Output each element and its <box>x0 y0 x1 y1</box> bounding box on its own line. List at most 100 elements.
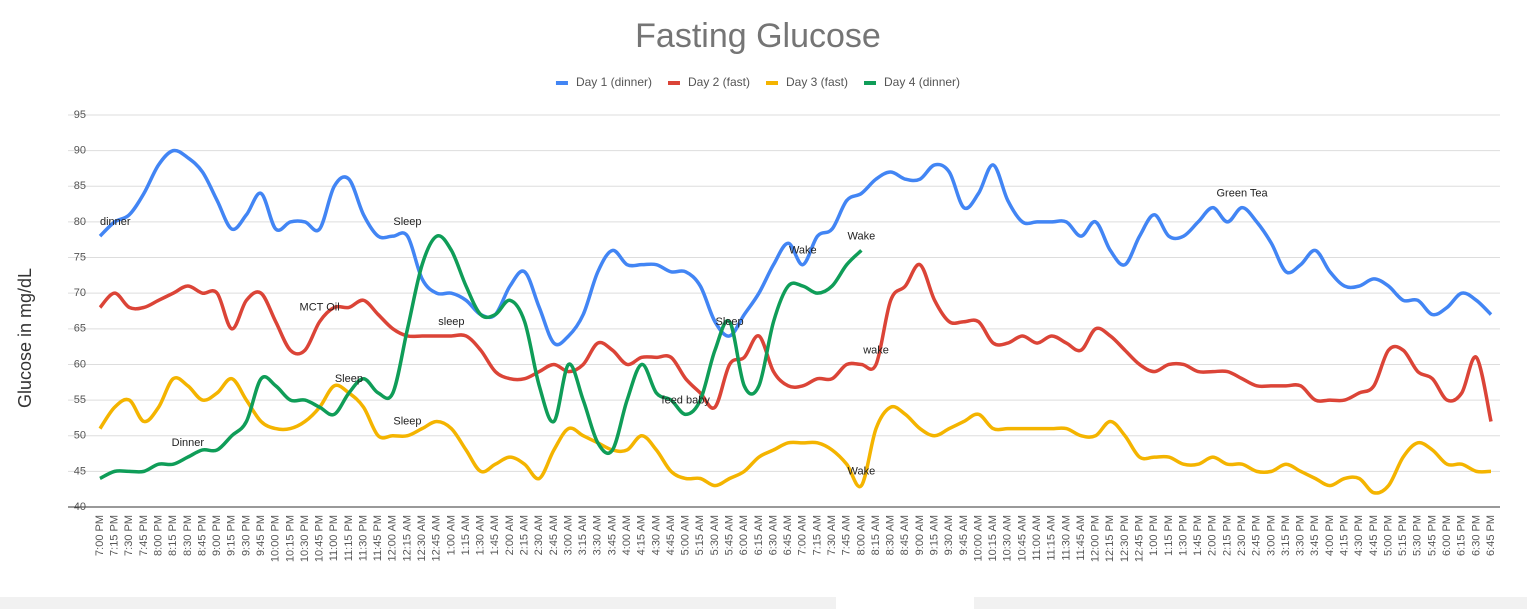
x-tick-label: 6:30 PM <box>1470 515 1482 556</box>
x-tick-label: 2:45 PM <box>1251 515 1263 556</box>
annotation: Dinner <box>172 437 205 449</box>
x-tick-label: 2:15 PM <box>1221 515 1233 556</box>
x-tick-label: 7:45 PM <box>138 515 150 556</box>
y-tick-label: 40 <box>74 501 86 513</box>
x-tick-label: 4:30 PM <box>1353 515 1365 556</box>
x-tick-label: 5:45 AM <box>724 515 736 555</box>
x-tick-label: 5:15 AM <box>694 515 706 555</box>
x-tick-label: 10:00 PM <box>270 515 282 562</box>
x-tick-label: 6:45 PM <box>1485 515 1497 556</box>
x-tick-label: 3:15 AM <box>577 515 589 555</box>
legend-label: Day 4 (dinner) <box>884 75 960 89</box>
x-tick-label: 12:45 AM <box>431 515 443 561</box>
x-tick-label: 12:30 PM <box>1119 515 1131 562</box>
annotation: sleep <box>438 316 464 328</box>
y-tick-label: 45 <box>74 465 86 477</box>
x-tick-label: 1:45 PM <box>1192 515 1204 556</box>
annotation: dinner <box>100 216 131 228</box>
x-tick-label: 11:30 PM <box>357 515 369 561</box>
x-tick-label: 3:00 PM <box>1265 515 1277 556</box>
x-tick-label: 7:00 PM <box>94 515 106 556</box>
x-tick-label: 4:15 PM <box>1338 515 1350 556</box>
x-tick-label: 3:45 AM <box>606 515 618 555</box>
x-tick-label: 10:15 PM <box>284 515 296 562</box>
annotation: Wake <box>789 245 817 257</box>
x-tick-label: 3:45 PM <box>1309 515 1321 556</box>
x-tick-label: 2:00 PM <box>1207 515 1219 556</box>
active-tab <box>836 597 974 609</box>
x-tick-label: 9:45 PM <box>255 515 267 556</box>
x-tick-label: 12:00 PM <box>1090 515 1102 562</box>
x-tick-label: 7:30 PM <box>123 515 135 556</box>
x-tick-label: 1:45 AM <box>489 515 501 555</box>
x-tick-label: 3:30 AM <box>592 515 604 555</box>
x-tick-label: 4:00 AM <box>621 515 633 555</box>
x-tick-label: 1:30 PM <box>1177 515 1189 556</box>
y-tick-label: 50 <box>74 430 86 442</box>
y-tick-label: 85 <box>74 180 86 192</box>
y-axis-label: Glucose in mg/dL <box>15 268 35 408</box>
x-tick-label: 7:15 PM <box>109 515 121 556</box>
y-tick-label: 55 <box>74 394 86 406</box>
x-tick-label: 8:00 PM <box>152 515 164 556</box>
chart-title: Fasting Glucose <box>635 17 881 55</box>
x-tick-label: 2:00 AM <box>504 515 516 555</box>
x-tick-label: 5:00 AM <box>680 515 692 555</box>
x-tick-label: 10:45 AM <box>1016 515 1028 561</box>
y-tick-label: 95 <box>74 109 86 121</box>
x-tick-label: 2:45 AM <box>548 515 560 555</box>
x-tick-label: 9:00 PM <box>211 515 223 556</box>
annotation: Wake <box>848 230 876 242</box>
x-tick-label: 8:15 AM <box>870 515 882 555</box>
x-tick-label: 1:30 AM <box>475 515 487 555</box>
x-tick-label: 4:30 AM <box>650 515 662 555</box>
x-tick-label: 11:15 PM <box>343 515 355 561</box>
x-tick-label: 1:15 AM <box>460 515 472 555</box>
x-tick-label: 8:45 AM <box>899 515 911 555</box>
x-tick-label: 6:00 AM <box>738 515 750 555</box>
y-tick-label: 65 <box>74 323 86 335</box>
annotation: Green Tea <box>1216 188 1268 200</box>
x-tick-label: 4:00 PM <box>1324 515 1336 556</box>
x-tick-label: 12:15 AM <box>401 515 413 561</box>
x-tick-label: 12:00 AM <box>387 515 399 561</box>
x-tick-label: 7:15 AM <box>811 515 823 555</box>
x-tick-label: 12:45 PM <box>1133 515 1145 562</box>
x-tick-label: 8:45 PM <box>196 515 208 556</box>
annotation: feed baby <box>662 394 711 406</box>
legend: Day 1 (dinner) Day 2 (fast) Day 3 (fast) Da… <box>555 75 960 89</box>
x-tick-label: 2:15 AM <box>519 515 531 555</box>
x-tick-label: 12:15 PM <box>1104 515 1116 562</box>
x-tick-label: 1:00 AM <box>445 515 457 555</box>
x-tick-label: 7:45 AM <box>841 515 853 555</box>
x-tick-label: 9:30 PM <box>240 515 252 556</box>
x-tick-label: 8:15 PM <box>167 515 179 556</box>
x-tick-label: 5:45 PM <box>1426 515 1438 556</box>
annotation: wake <box>862 344 889 356</box>
x-tick-label: 9:45 AM <box>958 515 970 555</box>
x-tick-label: 5:00 PM <box>1382 515 1394 556</box>
series-line <box>98 262 1493 422</box>
x-tick-label: 4:45 PM <box>1368 515 1380 556</box>
x-tick-label: 9:00 AM <box>914 515 926 555</box>
x-tick-label: 6:15 AM <box>753 515 765 555</box>
annotation: Sleep <box>335 373 363 385</box>
y-tick-label: 80 <box>74 216 86 228</box>
annotation: Wake <box>848 466 876 478</box>
x-tick-label: 4:15 AM <box>636 515 648 555</box>
x-tick-label: 1:15 PM <box>1163 515 1175 556</box>
x-tick-label: 3:00 AM <box>562 515 574 555</box>
annotation: Sleep <box>716 316 744 328</box>
y-tick-label: 90 <box>74 145 86 157</box>
x-tick-label: 11:00 AM <box>1031 515 1043 561</box>
x-tick-label: 3:30 PM <box>1295 515 1307 556</box>
x-tick-label: 2:30 PM <box>1236 515 1248 556</box>
annotation: MCT Oil <box>300 302 340 314</box>
legend-label: Day 2 (fast) <box>688 75 750 89</box>
x-tick-label: 10:45 PM <box>314 515 326 562</box>
x-tick-label: 11:00 PM <box>328 515 340 561</box>
x-tick-label: 10:00 AM <box>972 515 984 561</box>
series-line <box>99 234 863 481</box>
tab-bar <box>0 597 1527 609</box>
